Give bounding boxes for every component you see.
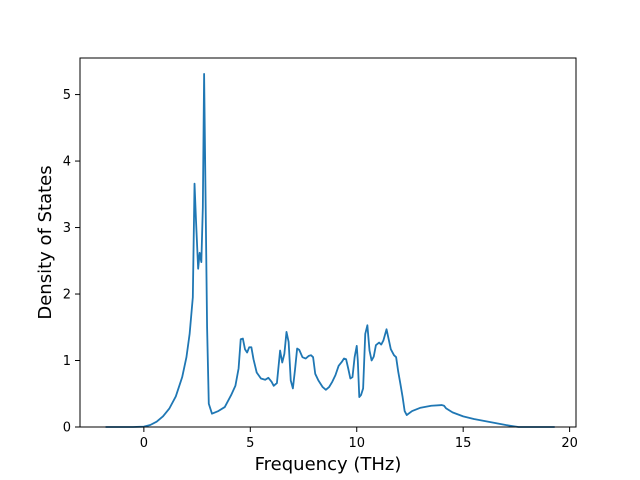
x-tick-label: 10 <box>348 436 365 451</box>
plot-frame <box>79 57 577 428</box>
x-tick-label: 5 <box>246 436 254 451</box>
x-tick-label: 15 <box>455 436 472 451</box>
x-axis-label: Frequency (THz) <box>255 454 402 475</box>
series-layer <box>105 73 555 428</box>
y-tick-label: 1 <box>63 354 71 369</box>
y-tick-label: 5 <box>63 88 71 103</box>
ticks-layer: 0 5 10 15 20 0 1 2 3 4 5 <box>63 88 578 451</box>
dos-line <box>105 73 555 428</box>
x-tick-label: 20 <box>561 436 578 451</box>
y-tick-label: 3 <box>63 221 71 236</box>
x-tick-label: 0 <box>140 436 148 451</box>
y-tick-label: 4 <box>63 155 71 170</box>
y-tick-label: 0 <box>63 421 71 436</box>
y-axis-label: Density of States <box>35 165 56 319</box>
y-tick-label: 2 <box>63 288 71 303</box>
